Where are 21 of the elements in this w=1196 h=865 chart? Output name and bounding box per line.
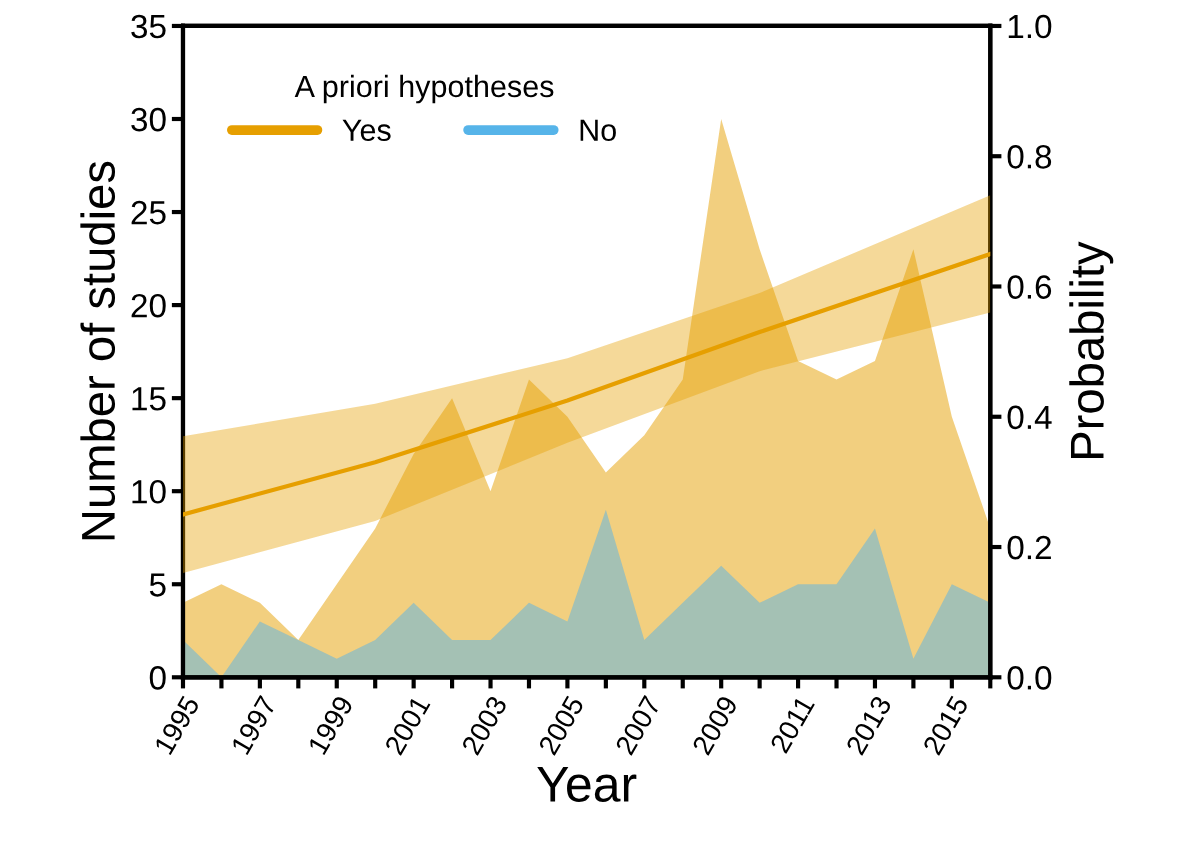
legend-label: Yes [342,119,391,142]
y-tick-label: 10 [132,480,166,504]
y2-axis-title: Probability [1069,241,1114,458]
line-series [182,251,991,517]
y2-tick-label: 0.0 [1007,666,1052,690]
legend-label: No [580,119,616,142]
y2-tick-label: 0.6 [1007,275,1052,299]
y-tick-label: 30 [131,107,166,132]
y-tick-label: 15 [132,387,166,411]
y-tick-label: 25 [131,200,166,225]
y-tick-label: 0 [149,666,166,690]
y-axis-title: Number of studies [80,161,116,540]
y2-tick-label: 1.0 [1008,14,1052,39]
x-axis-title: Year [537,767,637,803]
y2-tick-label: 0.2 [1007,535,1051,560]
legend-title: A priori hypotheses [294,74,554,104]
y-tick-label: 35 [131,14,166,39]
y-tick-label: 20 [131,293,166,318]
y-tick-label: 5 [149,573,166,597]
y2-tick-label: 0.4 [1007,405,1052,430]
y2-tick-label: 0.8 [1007,145,1052,169]
